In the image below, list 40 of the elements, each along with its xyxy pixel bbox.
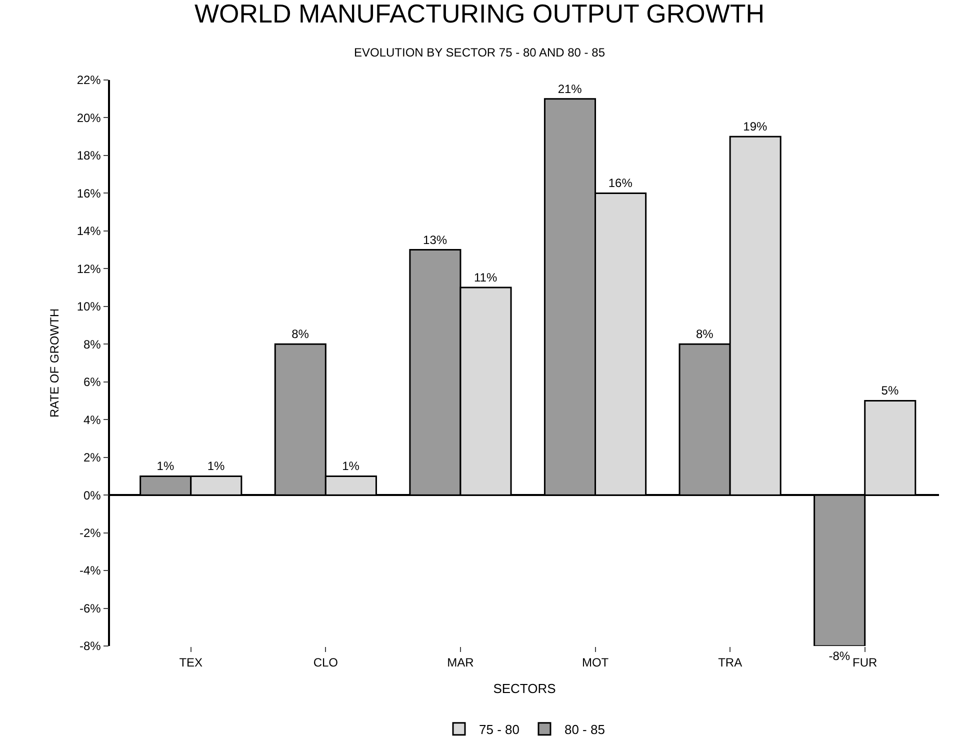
legend-label: 75 - 80 (479, 722, 520, 737)
x-tick-label: TRA (718, 655, 742, 670)
y-tick-label: 0% (84, 488, 102, 502)
x-tick-label: MOT (582, 655, 610, 670)
data-label: 13% (423, 232, 448, 247)
y-tick-label: -6% (80, 601, 102, 616)
y-tick-label: 2% (84, 450, 102, 465)
chart-title: WORLD MANUFACTURING OUTPUT GROWTH (194, 0, 765, 29)
data-label: 5% (881, 384, 899, 398)
y-axis-title: RATE OF GROWTH (48, 308, 62, 418)
data-label: 8% (696, 327, 714, 342)
x-axis-title: SECTORS (493, 681, 556, 696)
data-label: 16% (608, 176, 633, 190)
y-tick-label: -4% (80, 564, 102, 578)
y-tick-label: -2% (80, 526, 102, 540)
x-tick-label: CLO (313, 655, 338, 670)
y-tick-label: 8% (84, 337, 102, 352)
x-tick-label: FUR (852, 655, 878, 670)
data-label: 1% (207, 459, 225, 474)
y-tick-label: 12% (76, 262, 102, 276)
data-label: 11% (474, 270, 498, 285)
y-tick-label: 16% (76, 186, 102, 200)
y-tick-label: 22% (76, 73, 102, 88)
data-label: 1% (156, 459, 174, 474)
y-tick-label: -8% (80, 639, 102, 654)
chart-subtitle: EVOLUTION BY SECTOR 75 - 80 AND 80 - 85 (354, 45, 606, 60)
y-tick-label: 14% (76, 224, 102, 238)
y-tick-label: 10% (76, 300, 102, 314)
y-tick-label: 20% (76, 110, 102, 125)
legend-label: 80 - 85 (564, 722, 605, 737)
data-label: 21% (558, 82, 582, 96)
x-tick-label: MAR (447, 655, 474, 670)
data-label: 19% (743, 120, 768, 134)
y-tick-label: 18% (76, 148, 102, 163)
x-tick-label: TEX (179, 655, 203, 670)
data-label: 8% (292, 327, 310, 342)
y-tick-label: 4% (84, 412, 102, 427)
y-tick-label: 6% (84, 375, 102, 390)
data-label: 1% (342, 459, 360, 474)
data-label: -8% (828, 649, 850, 663)
